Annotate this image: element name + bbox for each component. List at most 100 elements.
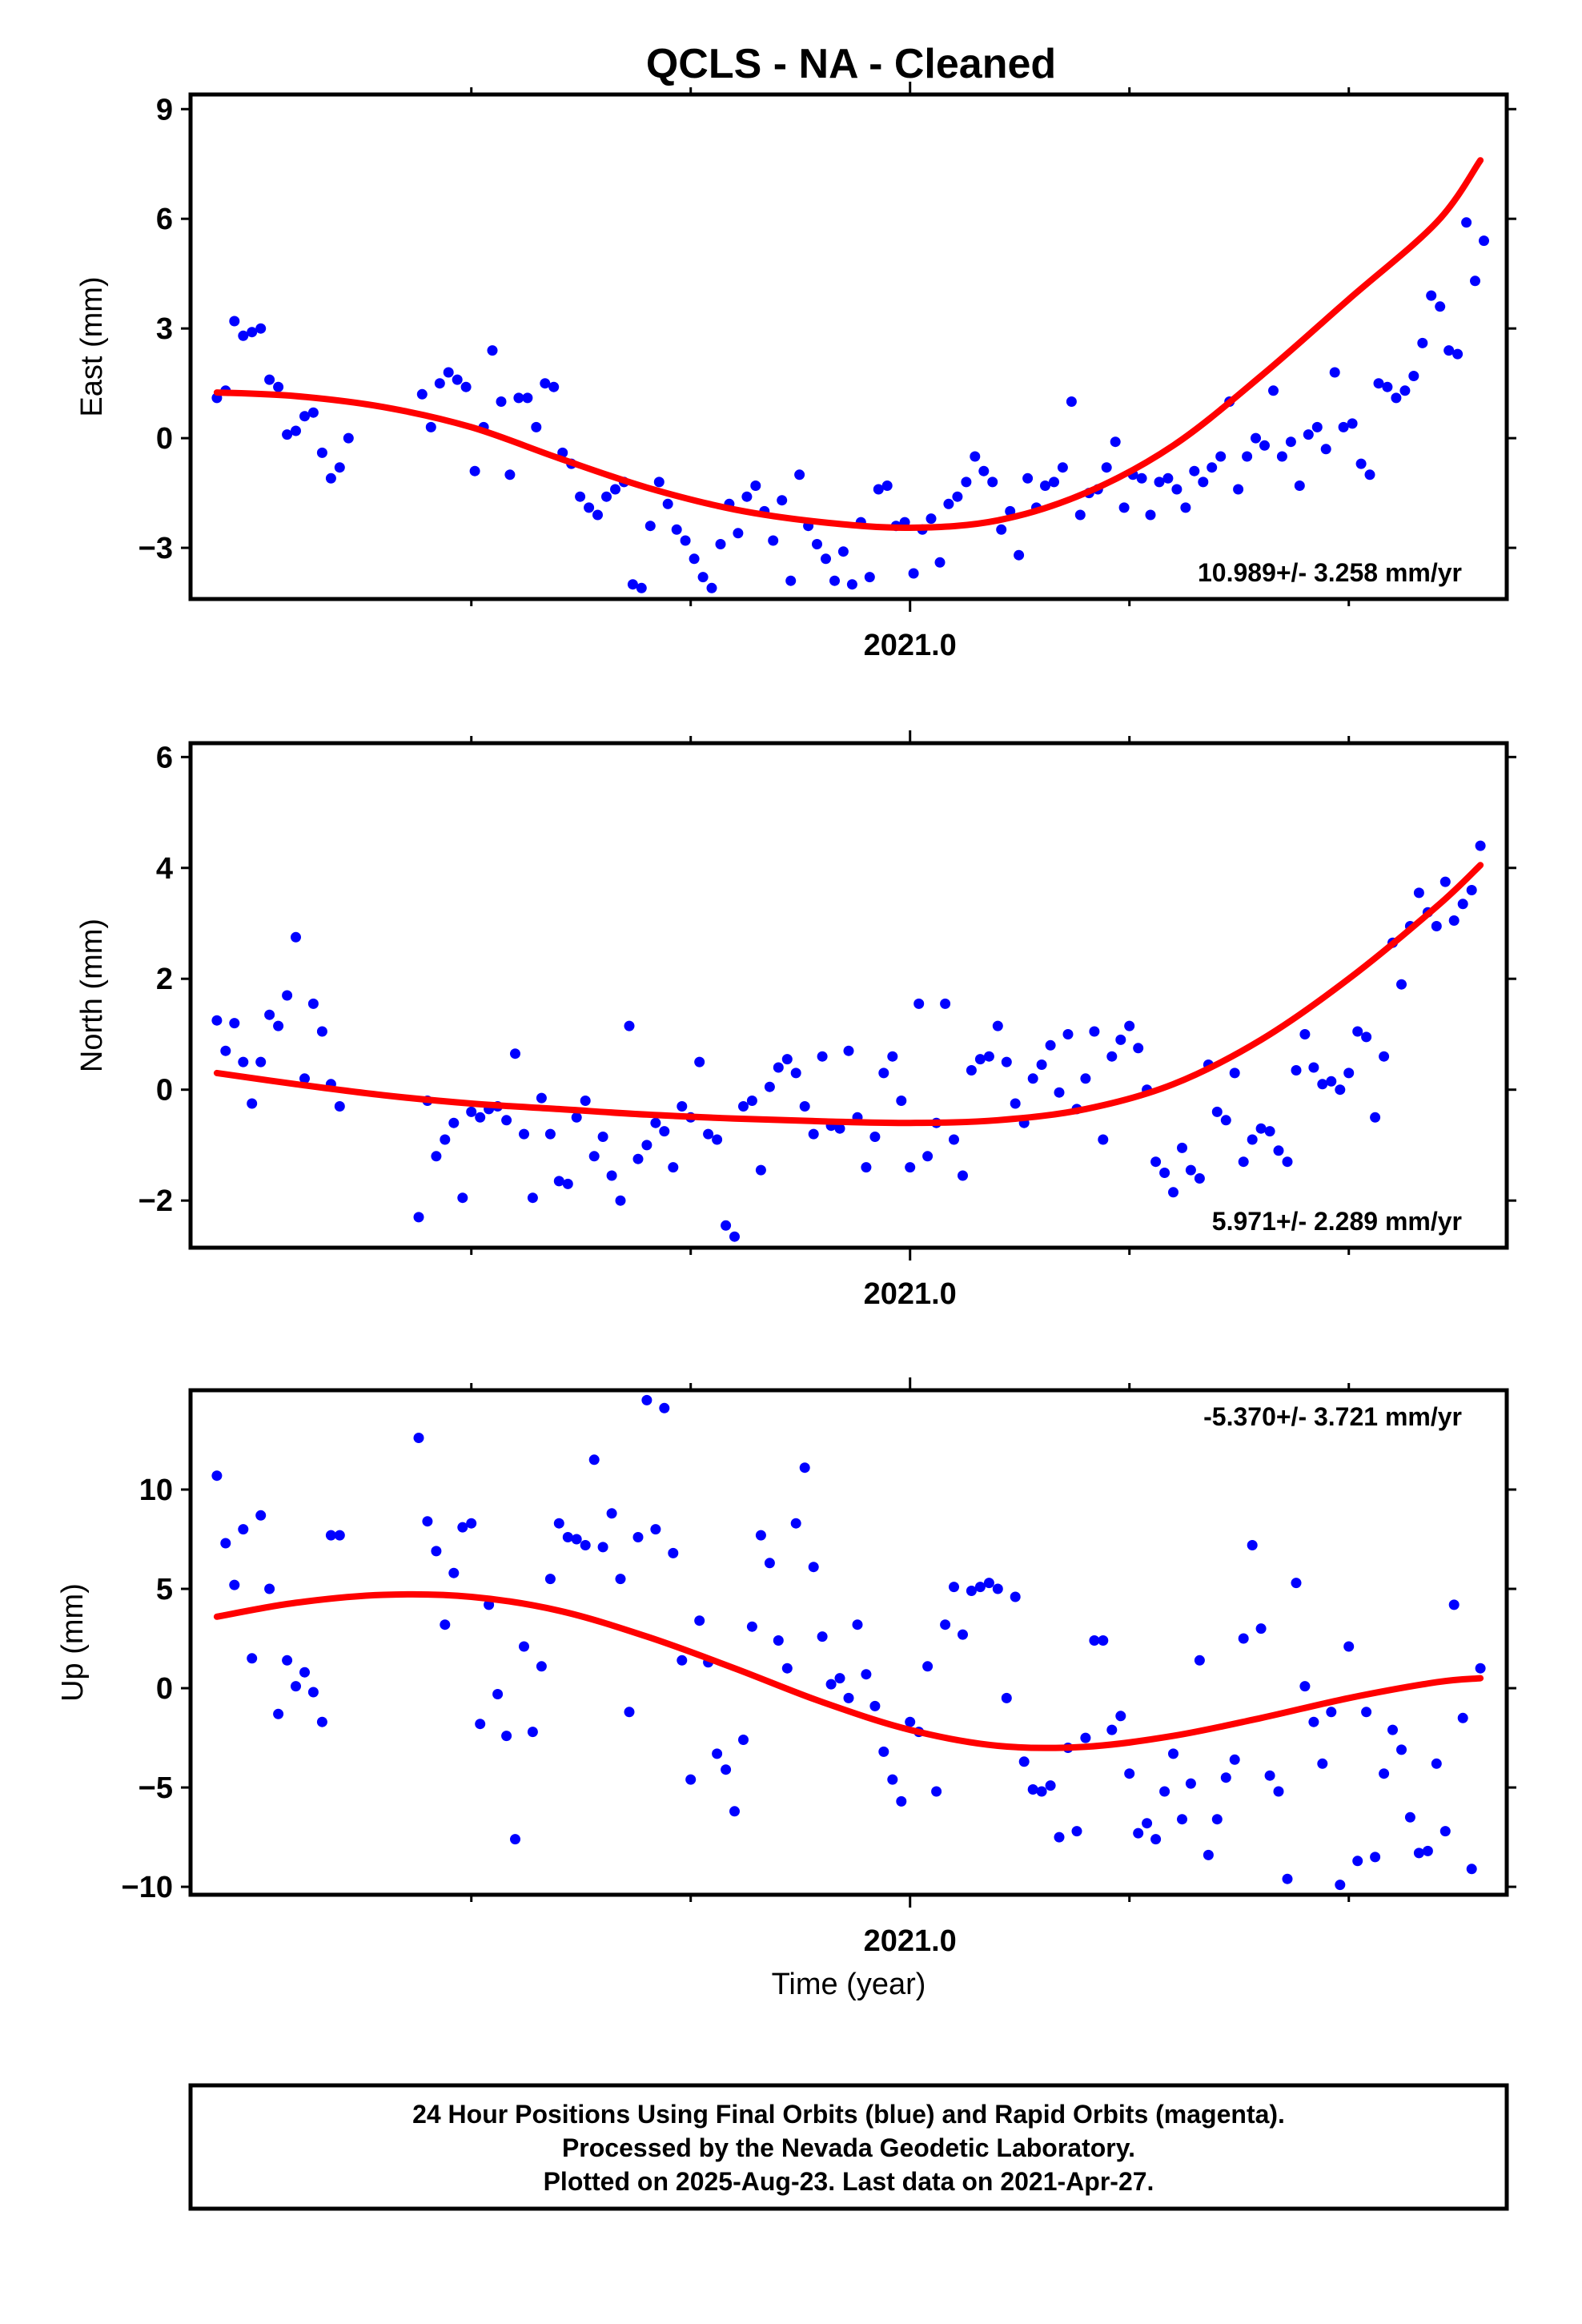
data-point bbox=[881, 480, 893, 491]
data-point bbox=[1439, 876, 1451, 887]
data-point bbox=[659, 1126, 670, 1137]
data-point bbox=[949, 1582, 959, 1593]
data-point bbox=[1479, 235, 1489, 247]
data-point bbox=[1229, 1754, 1240, 1765]
data-point bbox=[825, 1679, 837, 1690]
data-point bbox=[606, 1508, 617, 1519]
data-point bbox=[790, 1518, 801, 1529]
data-point bbox=[1098, 1134, 1109, 1145]
data-point bbox=[746, 1096, 757, 1106]
data-point bbox=[1036, 1059, 1047, 1070]
data-point bbox=[790, 1068, 801, 1079]
data-point bbox=[817, 1051, 828, 1062]
data-point bbox=[721, 1764, 732, 1775]
data-point bbox=[1110, 436, 1121, 448]
data-point bbox=[1291, 1578, 1302, 1589]
data-point bbox=[624, 1707, 635, 1718]
data-point bbox=[510, 1834, 520, 1845]
data-point bbox=[992, 1583, 1003, 1594]
data-point bbox=[255, 1056, 267, 1068]
data-points bbox=[211, 217, 1489, 593]
data-point bbox=[264, 374, 275, 385]
data-point bbox=[1439, 1826, 1451, 1837]
data-point bbox=[1268, 385, 1279, 396]
data-point bbox=[764, 1081, 775, 1092]
data-point bbox=[1475, 1663, 1486, 1674]
data-point bbox=[983, 1578, 994, 1589]
data-point bbox=[1259, 440, 1270, 451]
data-point bbox=[729, 1231, 740, 1242]
data-point bbox=[1311, 421, 1323, 432]
rate-annotation: 10.989+/- 3.258 mm/yr bbox=[1198, 558, 1462, 587]
data-point bbox=[1343, 1641, 1355, 1652]
data-point bbox=[544, 1574, 556, 1585]
data-point bbox=[443, 367, 454, 378]
data-point bbox=[1177, 1142, 1187, 1153]
data-point bbox=[1022, 472, 1034, 484]
data-point bbox=[738, 1101, 749, 1112]
data-point bbox=[632, 1532, 644, 1542]
data-point bbox=[584, 502, 595, 513]
data-point bbox=[282, 990, 293, 1001]
up-panel: −10 −5 0 5 10 2021.0 Up (mm) Time (year) -5.370+… bbox=[56, 1377, 1516, 2001]
data-point bbox=[1413, 1848, 1424, 1859]
data-point bbox=[1115, 1034, 1126, 1045]
data-point bbox=[1276, 451, 1287, 462]
y-tick-label: 9 bbox=[156, 93, 173, 127]
data-point bbox=[1238, 1156, 1249, 1168]
data-point bbox=[575, 491, 586, 502]
data-point bbox=[440, 1134, 451, 1145]
data-point bbox=[448, 1117, 460, 1128]
data-point bbox=[1457, 1712, 1468, 1723]
data-point bbox=[1273, 1786, 1284, 1797]
data-point bbox=[1343, 1068, 1355, 1079]
data-point bbox=[273, 381, 284, 392]
data-point bbox=[1466, 885, 1477, 895]
data-point bbox=[821, 553, 831, 565]
data-point bbox=[1294, 480, 1305, 491]
data-point bbox=[1329, 367, 1340, 378]
data-point bbox=[1168, 1748, 1178, 1759]
data-point bbox=[522, 392, 533, 404]
data-point bbox=[781, 1663, 793, 1674]
data-point bbox=[817, 1631, 828, 1642]
data-point bbox=[1355, 458, 1367, 469]
data-point bbox=[992, 1020, 1003, 1031]
data-point bbox=[905, 1162, 916, 1173]
data-point bbox=[527, 1727, 538, 1738]
data-point bbox=[291, 1681, 301, 1692]
y-tick-label: 6 bbox=[156, 203, 173, 236]
y-tick-label: −2 bbox=[139, 1184, 173, 1218]
data-point bbox=[1320, 444, 1331, 455]
data-point bbox=[812, 539, 822, 549]
data-point bbox=[1018, 1756, 1030, 1767]
data-point bbox=[496, 396, 507, 407]
data-point bbox=[1145, 509, 1156, 521]
data-point bbox=[1373, 378, 1384, 389]
data-point bbox=[896, 1795, 907, 1807]
data-point bbox=[580, 1096, 591, 1106]
data-point bbox=[1177, 1814, 1187, 1825]
plot-frame bbox=[188, 1388, 1509, 1897]
data-point bbox=[431, 1546, 442, 1557]
data-point bbox=[1089, 1026, 1100, 1037]
data-point bbox=[1049, 476, 1059, 488]
data-point bbox=[1335, 1084, 1346, 1096]
data-point bbox=[1185, 1164, 1196, 1176]
data-point bbox=[343, 432, 354, 444]
data-point bbox=[1317, 1758, 1328, 1769]
data-point bbox=[316, 1026, 327, 1037]
data-point bbox=[238, 1056, 249, 1068]
data-point bbox=[615, 1574, 626, 1585]
data-point bbox=[1431, 921, 1442, 931]
data-point bbox=[1370, 1112, 1381, 1123]
data-point bbox=[1106, 1051, 1118, 1062]
data-point bbox=[922, 1151, 934, 1162]
data-point bbox=[1014, 549, 1025, 561]
data-point bbox=[689, 553, 700, 565]
data-point bbox=[1045, 1039, 1056, 1051]
data-point bbox=[1317, 1079, 1328, 1090]
data-point bbox=[334, 462, 345, 473]
data-point bbox=[1040, 480, 1050, 491]
data-point bbox=[996, 524, 1007, 535]
